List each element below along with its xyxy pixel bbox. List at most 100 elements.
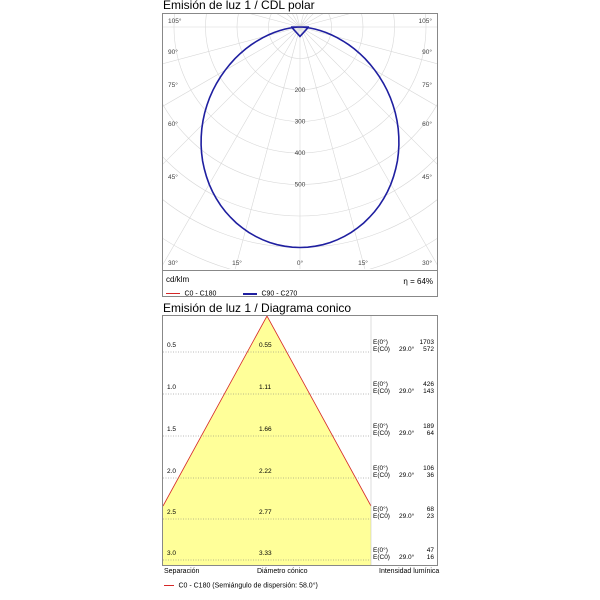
polar-angle-right: 90°	[422, 48, 432, 56]
polar-grid-ray	[296, 14, 301, 28]
polar-grid-ray	[276, 14, 301, 28]
cone-diameter: 3.33	[259, 550, 272, 557]
footer-separation: Separación	[164, 568, 200, 575]
polar-angle-left: 45°	[168, 173, 178, 181]
cone-value-2: 23	[426, 513, 434, 520]
footer-intensity: Intensidad lumínica	[379, 568, 440, 575]
cone-e0-label: E(0°)	[373, 339, 388, 346]
cone-separation: 2.0	[167, 468, 177, 475]
polar-angle-right: 75°	[422, 81, 432, 89]
cone-e0-label: E(0°)	[373, 506, 388, 513]
cone-angle: 29.0°	[399, 388, 415, 395]
cone-angle: 29.0°	[399, 554, 415, 561]
polar-angle-left: 75°	[168, 81, 178, 89]
cone-ec0-label: E(C0)	[373, 554, 390, 561]
polar-grid-ray	[299, 14, 314, 28]
cone-e0-label: E(0°)	[373, 381, 388, 388]
cone-area	[163, 316, 371, 565]
cone-value-2: 143	[423, 388, 434, 395]
polar-panel: 105° 105° 90° 90° 75° 75° 60° 60° 45° 45° 30° 30° 15…	[162, 13, 438, 297]
cone-value-2: 572	[423, 346, 434, 353]
cone-panel: 0.5 0.55 E(0°) E(C0) 29.0° 1703 572 1.0 1.11 E(0°…	[162, 315, 438, 566]
polar-grid-ray	[250, 14, 301, 28]
cone-ec0-label: E(C0)	[373, 346, 390, 353]
footer-diameter: Diámetro cónico	[257, 568, 308, 575]
polar-grid-ray	[163, 26, 301, 265]
c90-c270-curve	[200, 26, 400, 249]
polar-angle-left: 105°	[168, 17, 182, 25]
cone-diameter: 2.22	[259, 468, 272, 475]
cone-diameter: 2.77	[259, 509, 272, 516]
cone-value-1: 47	[426, 547, 434, 554]
legend-c90-label: C90 - C270	[261, 290, 298, 298]
polar-radial-label: 500	[295, 182, 306, 189]
polar-angle-bottom-center: 0°	[297, 259, 304, 267]
polar-grid-ray	[299, 26, 437, 165]
footer-legend-label: C0 - C180 (Semiángulo de dispersión: 58.…	[178, 582, 318, 590]
polar-grid-ray	[299, 14, 308, 28]
polar-grid-ray	[286, 14, 301, 28]
polar-angle-left: 30°	[168, 259, 178, 267]
legend-line-c0	[166, 293, 180, 295]
cone-separation: 0.5	[167, 342, 177, 349]
cone-e0-label: E(0°)	[373, 465, 388, 472]
cone-diameter: 0.55	[259, 342, 272, 349]
cone-separation: 3.0	[167, 550, 177, 557]
cone-chart	[163, 316, 372, 565]
cone-angle: 29.0°	[399, 513, 415, 520]
polar-grid-ray	[299, 26, 437, 65]
unit-label: cd/klm	[166, 275, 190, 284]
polar-radial-label: 200	[295, 87, 306, 94]
footer-legend-line	[164, 585, 174, 587]
cone-e0-label: E(0°)	[373, 423, 388, 430]
cone-ec0-label: E(C0)	[373, 472, 390, 479]
polar-grid-ray	[299, 26, 437, 107]
cone-value-1: 189	[423, 423, 434, 430]
cone-value-1: 1703	[419, 339, 434, 346]
polar-radial-label: 300	[295, 119, 306, 126]
polar-angle-left: 60°	[168, 120, 178, 128]
cone-value-2: 64	[426, 430, 434, 437]
polar-angle-right: 105°	[419, 17, 433, 25]
cone-edge-right	[266, 316, 372, 507]
cone-ec0-label: E(C0)	[373, 388, 390, 395]
polar-grid-ray	[234, 26, 301, 269]
legend-c90-c270: C90 - C270	[243, 285, 297, 303]
cone-ec0-label: E(C0)	[373, 513, 390, 520]
polar-title: Emisión de luz 1 / CDL polar	[163, 0, 315, 12]
cone-value-1: 68	[426, 506, 434, 513]
polar-grid-ray	[163, 26, 301, 107]
cone-angle: 29.0°	[399, 346, 415, 353]
efficiency-label: η = 64%	[403, 277, 433, 286]
polar-angle-right: 45°	[422, 173, 432, 181]
polar-grid-ray	[299, 26, 366, 269]
cone-angle: 29.0°	[399, 472, 415, 479]
cone-value-2: 36	[426, 472, 434, 479]
polar-grid-ray	[299, 14, 350, 28]
polar-angle-right: 30°	[422, 259, 432, 267]
cone-separation: 1.0	[167, 384, 177, 391]
cone-ec0-label: E(C0)	[373, 430, 390, 437]
polar-angle-bottom-right: 15°	[358, 259, 368, 267]
legend-line-c90	[243, 292, 257, 295]
polar-grid-ray	[299, 14, 304, 28]
cone-diameter: 1.11	[259, 384, 272, 391]
cone-value-1: 426	[423, 381, 434, 388]
polar-grid-ray	[163, 26, 301, 165]
legend-c0-label: C0 - C180	[184, 290, 217, 298]
cone-angle: 29.0°	[399, 430, 415, 437]
polar-angle-bottom-left: 15°	[232, 259, 242, 267]
cone-separation: 2.5	[167, 509, 177, 516]
polar-radial-label: 400	[295, 150, 306, 157]
cone-title: Emisión de luz 1 / Diagrama conico	[163, 301, 352, 315]
cone-diameter: 1.66	[259, 426, 272, 433]
polar-grid-ray	[299, 26, 437, 265]
polar-angle-right: 60°	[422, 120, 432, 128]
polar-grid-ray	[292, 14, 301, 28]
cone-e0-label: E(0°)	[373, 547, 388, 554]
polar-grid-ray	[163, 26, 301, 65]
polar-chart: 105° 105° 90° 90° 75° 75° 60° 60° 45° 45° 30° 30° 15…	[163, 14, 437, 269]
polar-angle-left: 90°	[168, 48, 178, 56]
cone-value-2: 16	[426, 554, 434, 561]
cone-separation: 1.5	[167, 426, 177, 433]
